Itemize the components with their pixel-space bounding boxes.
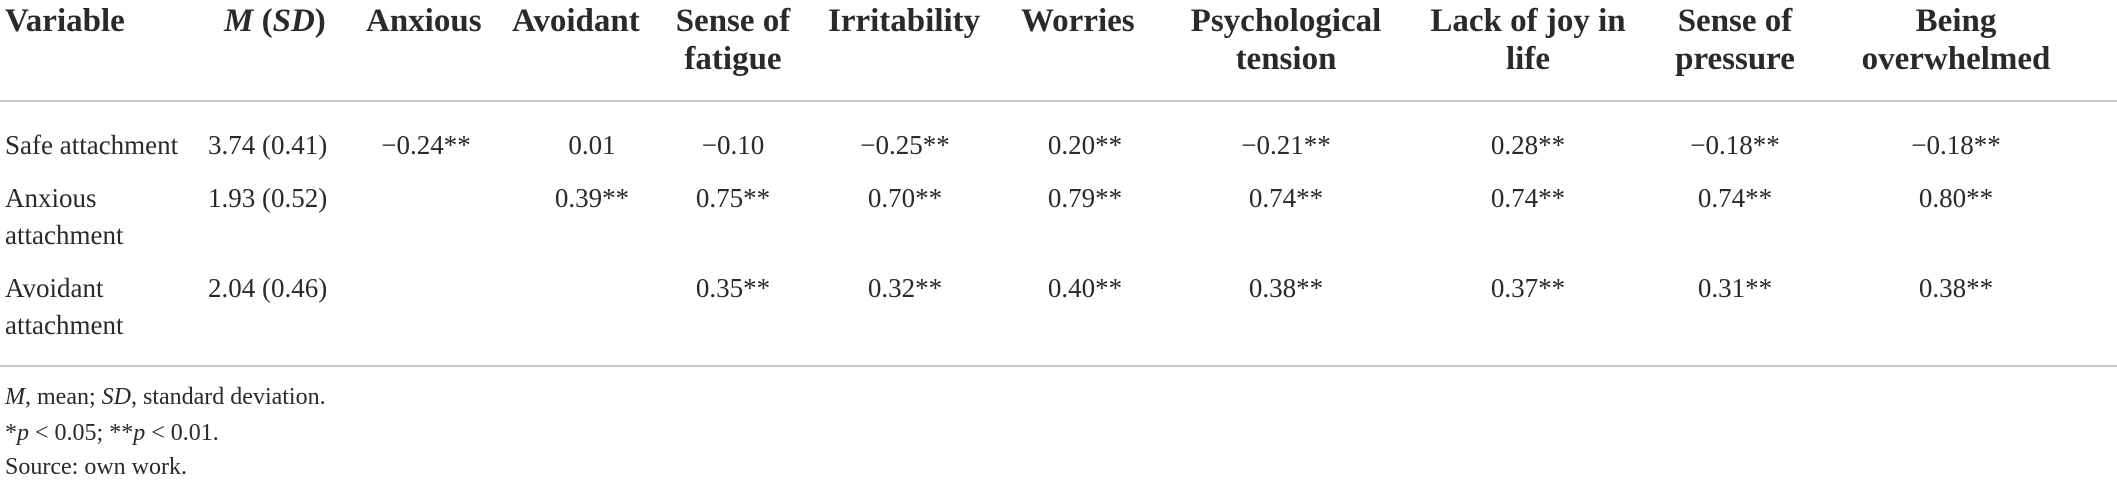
header-overwhelmed-line1: Being <box>1915 3 1997 39</box>
table-cell: 0.75** <box>695 183 771 213</box>
header-pressure-line1: Sense of <box>1677 3 1793 39</box>
header-mean-sd: M (SD) <box>224 3 326 39</box>
header-irritability: Irritability <box>828 2 980 40</box>
footnote-sig1-star: * <box>5 420 17 446</box>
table-cell: −0.18** <box>1690 130 1780 160</box>
table-cell: 0.39** <box>554 183 630 213</box>
row-label: Safe attachment <box>5 127 178 164</box>
table-cell: 0.20** <box>1047 130 1123 160</box>
table-cell: 0.31** <box>1697 273 1773 303</box>
table-cell: −0.25** <box>860 130 950 160</box>
header-anxious: Anxious <box>366 2 482 40</box>
row-label: Avoidant attachment <box>5 270 123 344</box>
footnote-sig2-star: ** <box>109 420 134 446</box>
footnote-sig2-p: p <box>133 420 146 446</box>
row-label-line2: attachment <box>5 220 124 250</box>
table-cell: 0.74** <box>1697 183 1773 213</box>
table-cell: −0.18** <box>1911 130 2001 160</box>
row-label-line1: Avoidant <box>5 273 104 303</box>
bottom-rule <box>0 365 2117 367</box>
header-avoidant-label: Avoidant <box>512 3 640 39</box>
footnote-sd-text: , standard deviation. <box>130 384 326 410</box>
table-cell: 0.40** <box>1047 273 1123 303</box>
table-cell: −0.10 <box>701 130 765 160</box>
header-overwhelmed-line2: overwhelmed <box>1861 41 2051 77</box>
header-avoidant: Avoidant <box>512 2 640 40</box>
header-psych-tension-line2: tension <box>1235 41 1337 77</box>
table-cell: 1.93 (0.52) <box>208 183 328 213</box>
header-lack-of-joy-line2: life <box>1506 41 1550 77</box>
footnote-m: M <box>5 384 25 410</box>
header-rule <box>0 100 2117 102</box>
table-cell: 3.74 (0.41) <box>208 130 328 160</box>
header-mean-label: M <box>224 3 254 39</box>
table-cell: 0.70** <box>867 183 943 213</box>
table-cell: 0.37** <box>1490 273 1566 303</box>
header-fatigue-line2: fatigue <box>684 41 782 77</box>
footnote-source: Source: own work. <box>5 454 187 480</box>
table-cell: 0.79** <box>1047 183 1123 213</box>
footnote-sd: SD <box>101 384 131 410</box>
footnote-sig1-p: p <box>17 420 29 446</box>
header-lack-of-joy: Lack of joy in life <box>1420 2 1636 78</box>
header-pressure: Sense of pressure <box>1660 2 1810 78</box>
table-cell: 0.01 <box>568 130 616 160</box>
header-variable-label: Variable <box>5 3 125 39</box>
header-overwhelmed: Being overwhelmed <box>1846 2 2066 78</box>
header-pressure-line2: pressure <box>1675 41 1795 77</box>
table-cell: 0.38** <box>1918 273 1994 303</box>
table-cell: 0.74** <box>1248 183 1324 213</box>
header-irritability-label: Irritability <box>828 3 981 39</box>
header-anxious-label: Anxious <box>366 3 482 39</box>
header-worries: Worries <box>1021 2 1135 40</box>
table-cell: 0.80** <box>1918 183 1994 213</box>
footnote-sig1-rest: < 0.05; <box>29 420 110 446</box>
table-cell: −0.24** <box>381 130 471 160</box>
footnote-significance: *p < 0.05; **p < 0.01. <box>5 418 219 448</box>
footnote-abbreviations: M, mean; SD, standard deviation. <box>5 382 326 412</box>
row-label-line1: Safe attachment <box>5 130 179 160</box>
table-cell: −0.21** <box>1241 130 1331 160</box>
table-cell: 0.28** <box>1490 130 1566 160</box>
table-cell: 0.74** <box>1490 183 1566 213</box>
header-fatigue-line1: Sense of <box>675 3 791 39</box>
header-sd-label: SD <box>272 3 315 39</box>
header-worries-label: Worries <box>1021 3 1135 39</box>
table-cell: 0.35** <box>695 273 771 303</box>
table-cell: 0.38** <box>1248 273 1324 303</box>
row-label-line1: Anxious <box>5 183 97 213</box>
header-variable: Variable <box>5 2 125 40</box>
header-fatigue: Sense of fatigue <box>658 2 808 78</box>
table-cell: 0.32** <box>867 273 943 303</box>
footnote-m-text: , mean; <box>25 384 102 410</box>
header-psych-tension: Psychological tension <box>1176 2 1396 78</box>
row-label-line2: attachment <box>5 310 124 340</box>
header-lack-of-joy-line1: Lack of joy in <box>1430 3 1626 39</box>
header-psych-tension-line1: Psychological <box>1190 3 1382 39</box>
row-label: Anxious attachment <box>5 180 123 254</box>
footnote-sig2-rest: < 0.01. <box>145 420 219 446</box>
table-cell: 2.04 (0.46) <box>208 273 328 303</box>
